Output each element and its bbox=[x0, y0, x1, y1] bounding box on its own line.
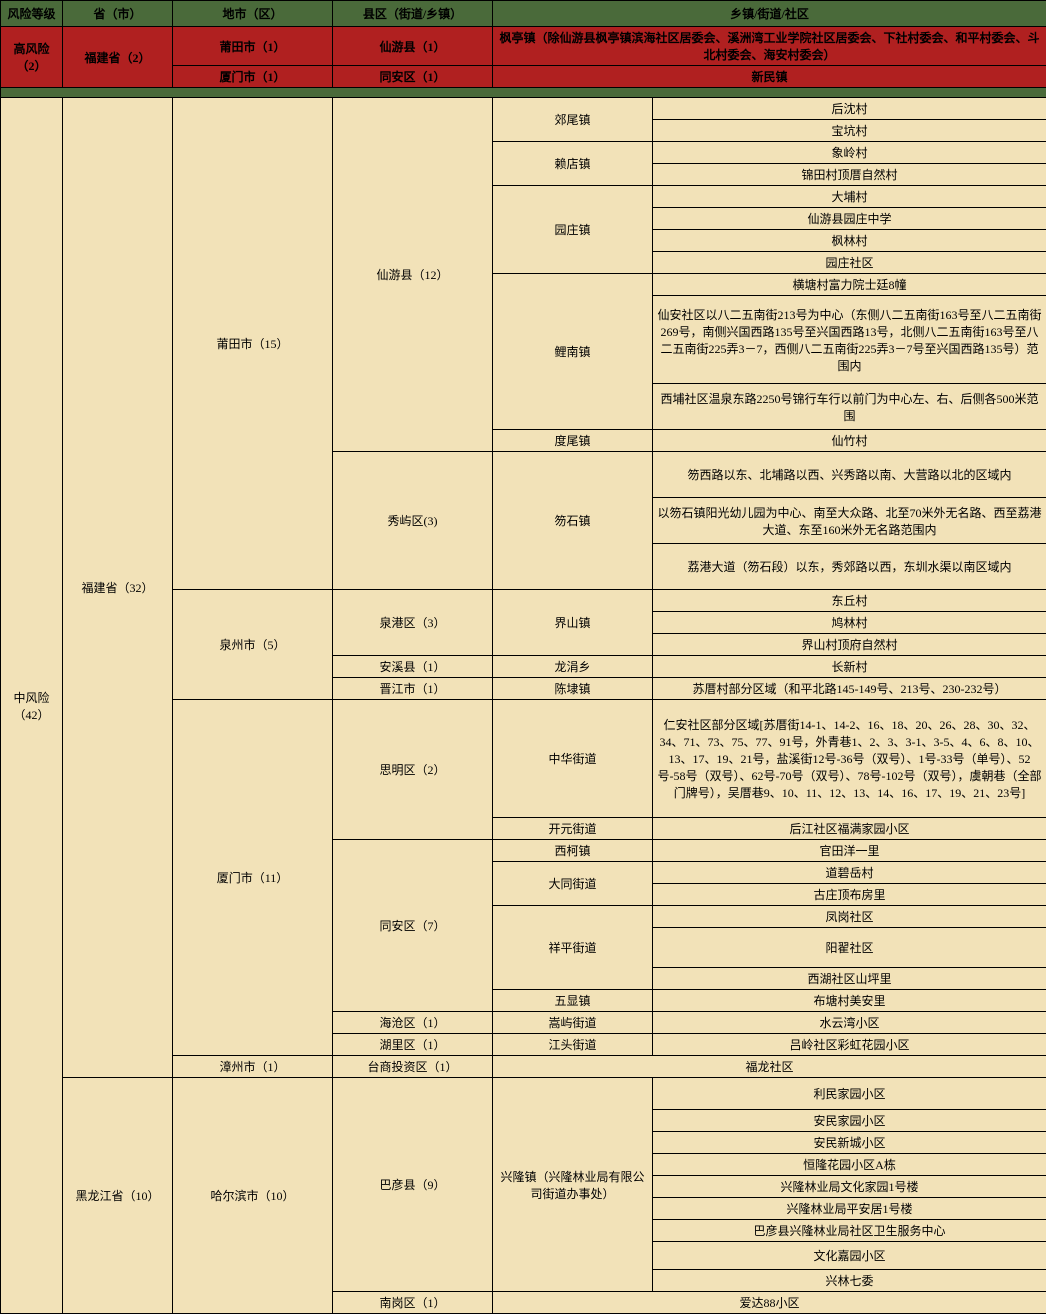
cell: 黑龙江省（10） bbox=[63, 1078, 173, 1314]
separator-row bbox=[1, 88, 1046, 98]
cell: 官田洋一里 bbox=[653, 840, 1046, 862]
cell: 仙安社区以八二五南街213号为中心（东侧八二五南街163号至八二五南街269号，… bbox=[653, 296, 1046, 384]
cell: 陈埭镇 bbox=[493, 678, 653, 700]
xianyou-label: 仙游县（12） bbox=[333, 98, 493, 452]
cell: 横塘村富力院士廷8幢 bbox=[653, 274, 1046, 296]
cell: 恒隆花园小区A栋 bbox=[653, 1154, 1046, 1176]
cell: 秀屿区(3) bbox=[333, 452, 493, 590]
cell: 大埔村 bbox=[653, 186, 1046, 208]
cell: 漳州市（1） bbox=[173, 1056, 333, 1078]
cell: 哈尔滨市（10） bbox=[173, 1078, 333, 1314]
risk-area-table: 风险等级 省（市） 地市（区） 县区（街道/乡镇） 乡镇/街道/社区 高风险（2… bbox=[0, 0, 1046, 1314]
hdr-risk-level: 风险等级 bbox=[1, 1, 63, 27]
hdr-city: 地市（区） bbox=[173, 1, 333, 27]
cell: 凤岗社区 bbox=[653, 906, 1046, 928]
cell: 开元街道 bbox=[493, 818, 653, 840]
cell: 古庄顶布房里 bbox=[653, 884, 1046, 906]
cell: 赖店镇 bbox=[493, 142, 653, 186]
cell: 利民家园小区 bbox=[653, 1078, 1046, 1110]
putian-label: 莆田市（15） bbox=[173, 98, 333, 590]
table-row: 中风险（42） 福建省（32） 莆田市（15） 仙游县（12） 郊尾镇 后沈村 bbox=[1, 98, 1046, 120]
cell: 兴隆林业局平安居1号楼 bbox=[653, 1198, 1046, 1220]
cell: 度尾镇 bbox=[493, 430, 653, 452]
cell: 中华街道 bbox=[493, 700, 653, 818]
cell: 福龙社区 bbox=[493, 1056, 1046, 1078]
cell: 文化嘉园小区 bbox=[653, 1242, 1046, 1270]
cell: 锦田村顶厝自然村 bbox=[653, 164, 1046, 186]
cell: 郊尾镇 bbox=[493, 98, 653, 142]
cell: 泉州市（5） bbox=[173, 590, 333, 700]
cell: 湖里区（1） bbox=[333, 1034, 493, 1056]
cell: 龙涓乡 bbox=[493, 656, 653, 678]
cell: 后江社区福满家园小区 bbox=[653, 818, 1046, 840]
high-risk-label: 高风险（2） bbox=[1, 27, 63, 88]
cell: 安民家园小区 bbox=[653, 1110, 1046, 1132]
cell: 仙游县（1） bbox=[333, 27, 493, 66]
cell: 厦门市（11） bbox=[173, 700, 333, 1056]
cell: 后沈村 bbox=[653, 98, 1046, 120]
cell: 泉港区（3） bbox=[333, 590, 493, 656]
high-risk-row: 高风险（2） 福建省（2） 莆田市（1） 仙游县（1） 枫亭镇（除仙游县枫亭镇滨… bbox=[1, 27, 1046, 66]
cell: 笏西路以东、北埔路以西、兴秀路以南、大营路以北的区域内 bbox=[653, 452, 1046, 498]
cell: 爱达88小区 bbox=[493, 1292, 1046, 1314]
cell: 长新村 bbox=[653, 656, 1046, 678]
cell: 西湖社区山坪里 bbox=[653, 968, 1046, 990]
cell: 思明区（2） bbox=[333, 700, 493, 840]
cell: 新民镇 bbox=[493, 66, 1046, 88]
cell: 嵩屿街道 bbox=[493, 1012, 653, 1034]
cell: 吕岭社区彩虹花园小区 bbox=[653, 1034, 1046, 1056]
hdr-county: 县区（街道/乡镇） bbox=[333, 1, 493, 27]
cell: 仁安社区部分区域[苏厝街14-1、14-2、16、18、20、26、28、30、… bbox=[653, 700, 1046, 818]
cell: 海沧区（1） bbox=[333, 1012, 493, 1034]
cell: 园庄镇 bbox=[493, 186, 653, 274]
table-header-row: 风险等级 省（市） 地市（区） 县区（街道/乡镇） 乡镇/街道/社区 bbox=[1, 1, 1046, 27]
cell: 厦门市（1） bbox=[173, 66, 333, 88]
cell: 同安区（7） bbox=[333, 840, 493, 1012]
cell: 南岗区（1） bbox=[333, 1292, 493, 1314]
cell: 西柯镇 bbox=[493, 840, 653, 862]
cell: 江头街道 bbox=[493, 1034, 653, 1056]
fujian-label: 福建省（32） bbox=[63, 98, 173, 1078]
cell: 阳翟社区 bbox=[653, 928, 1046, 968]
cell: 西埔社区温泉东路2250号锦行车行以前门为中心左、右、后侧各500米范围 bbox=[653, 384, 1046, 430]
cell: 枫亭镇（除仙游县枫亭镇滨海社区居委会、溪洲湾工业学院社区居委会、下社村委会、和平… bbox=[493, 27, 1046, 66]
cell: 象岭村 bbox=[653, 142, 1046, 164]
cell: 宝坑村 bbox=[653, 120, 1046, 142]
cell: 枫林村 bbox=[653, 230, 1046, 252]
cell: 巴彦县兴隆林业局社区卫生服务中心 bbox=[653, 1220, 1046, 1242]
cell: 界山镇 bbox=[493, 590, 653, 656]
cell: 安民新城小区 bbox=[653, 1132, 1046, 1154]
cell: 同安区（1） bbox=[333, 66, 493, 88]
cell: 兴隆镇（兴隆林业局有限公司街道办事处） bbox=[493, 1078, 653, 1292]
cell: 晋江市（1） bbox=[333, 678, 493, 700]
cell: 东丘村 bbox=[653, 590, 1046, 612]
cell: 大同街道 bbox=[493, 862, 653, 906]
cell: 兴林七委 bbox=[653, 1270, 1046, 1292]
cell: 荔港大道（笏石段）以东，秀郊路以西，东圳水渠以南区域内 bbox=[653, 544, 1046, 590]
cell: 笏石镇 bbox=[493, 452, 653, 590]
cell: 巴彦县（9） bbox=[333, 1078, 493, 1292]
high-risk-province: 福建省（2） bbox=[63, 27, 173, 88]
hdr-town: 乡镇/街道/社区 bbox=[493, 1, 1046, 27]
cell: 莆田市（1） bbox=[173, 27, 333, 66]
mid-risk-label: 中风险（42） bbox=[1, 98, 63, 1314]
cell: 兴隆林业局文化家园1号楼 bbox=[653, 1176, 1046, 1198]
cell: 仙竹村 bbox=[653, 430, 1046, 452]
cell: 以笏石镇阳光幼儿园为中心、南至大众路、北至70米外无名路、西至荔港大道、东至16… bbox=[653, 498, 1046, 544]
cell: 界山村顶府自然村 bbox=[653, 634, 1046, 656]
cell: 园庄社区 bbox=[653, 252, 1046, 274]
cell: 台商投资区（1） bbox=[333, 1056, 493, 1078]
cell: 五显镇 bbox=[493, 990, 653, 1012]
cell: 鲤南镇 bbox=[493, 274, 653, 430]
cell: 祥平街道 bbox=[493, 906, 653, 990]
cell: 水云湾小区 bbox=[653, 1012, 1046, 1034]
cell: 苏厝村部分区域（和平北路145-149号、213号、230-232号） bbox=[653, 678, 1046, 700]
cell: 道碧岳村 bbox=[653, 862, 1046, 884]
cell: 安溪县（1） bbox=[333, 656, 493, 678]
cell: 布塘村美安里 bbox=[653, 990, 1046, 1012]
cell: 鸠林村 bbox=[653, 612, 1046, 634]
cell: 仙游县园庄中学 bbox=[653, 208, 1046, 230]
hdr-province: 省（市） bbox=[63, 1, 173, 27]
